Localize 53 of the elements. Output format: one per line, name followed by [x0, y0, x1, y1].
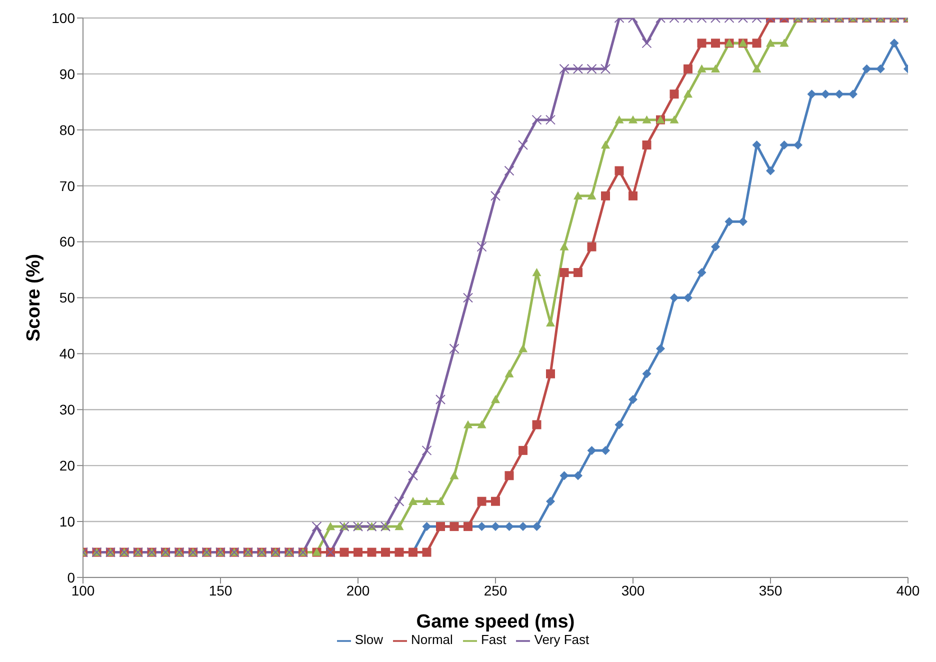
point [834, 90, 844, 99]
point [684, 293, 692, 302]
y-tick-label: 70 [59, 178, 76, 194]
legend-label: Slow [354, 632, 384, 648]
x-axis-title: Game speed (ms) [416, 611, 575, 632]
point [518, 522, 528, 532]
x-tick-label: 150 [208, 582, 232, 598]
point [532, 522, 542, 532]
y-tick-label: 30 [59, 402, 76, 418]
point [642, 369, 652, 378]
point [560, 471, 569, 480]
y-tick-label: 40 [59, 346, 76, 362]
point [628, 395, 638, 404]
y-tick-label: 20 [59, 458, 76, 474]
point [862, 64, 872, 74]
x-tick-label: 200 [346, 582, 370, 598]
point [587, 446, 596, 455]
point [574, 471, 582, 480]
legend-label: Fast [480, 632, 506, 648]
y-axis-title: Score (%) [24, 254, 45, 342]
point [477, 522, 486, 532]
y-tick-label: 90 [59, 66, 76, 82]
point [724, 217, 734, 226]
legend-label: Normal [411, 632, 453, 648]
y-tick-label: 80 [59, 122, 76, 138]
point [890, 38, 899, 48]
point [614, 420, 624, 430]
point [794, 140, 802, 150]
point [546, 496, 555, 506]
point [422, 522, 432, 532]
y-tick-label: 100 [52, 10, 76, 26]
point [711, 242, 720, 252]
y-tick-label: 10 [59, 513, 76, 530]
point [848, 90, 858, 99]
point [821, 90, 830, 99]
point [601, 446, 610, 455]
point [697, 268, 706, 278]
x-tick-label: 350 [758, 582, 782, 598]
x-tick-label: 400 [896, 582, 920, 598]
y-tick-label: 60 [59, 234, 76, 250]
point [656, 344, 665, 354]
x-tick-label: 250 [484, 582, 508, 598]
point [780, 140, 789, 150]
legend-label: Very Fast [534, 632, 590, 648]
point [491, 522, 500, 532]
x-tick-label: 300 [621, 582, 645, 598]
point [738, 217, 748, 226]
point [766, 166, 775, 176]
point [807, 90, 816, 99]
point [876, 64, 885, 74]
point [504, 522, 514, 532]
y-tick-label: 50 [59, 290, 76, 306]
point [752, 140, 762, 150]
